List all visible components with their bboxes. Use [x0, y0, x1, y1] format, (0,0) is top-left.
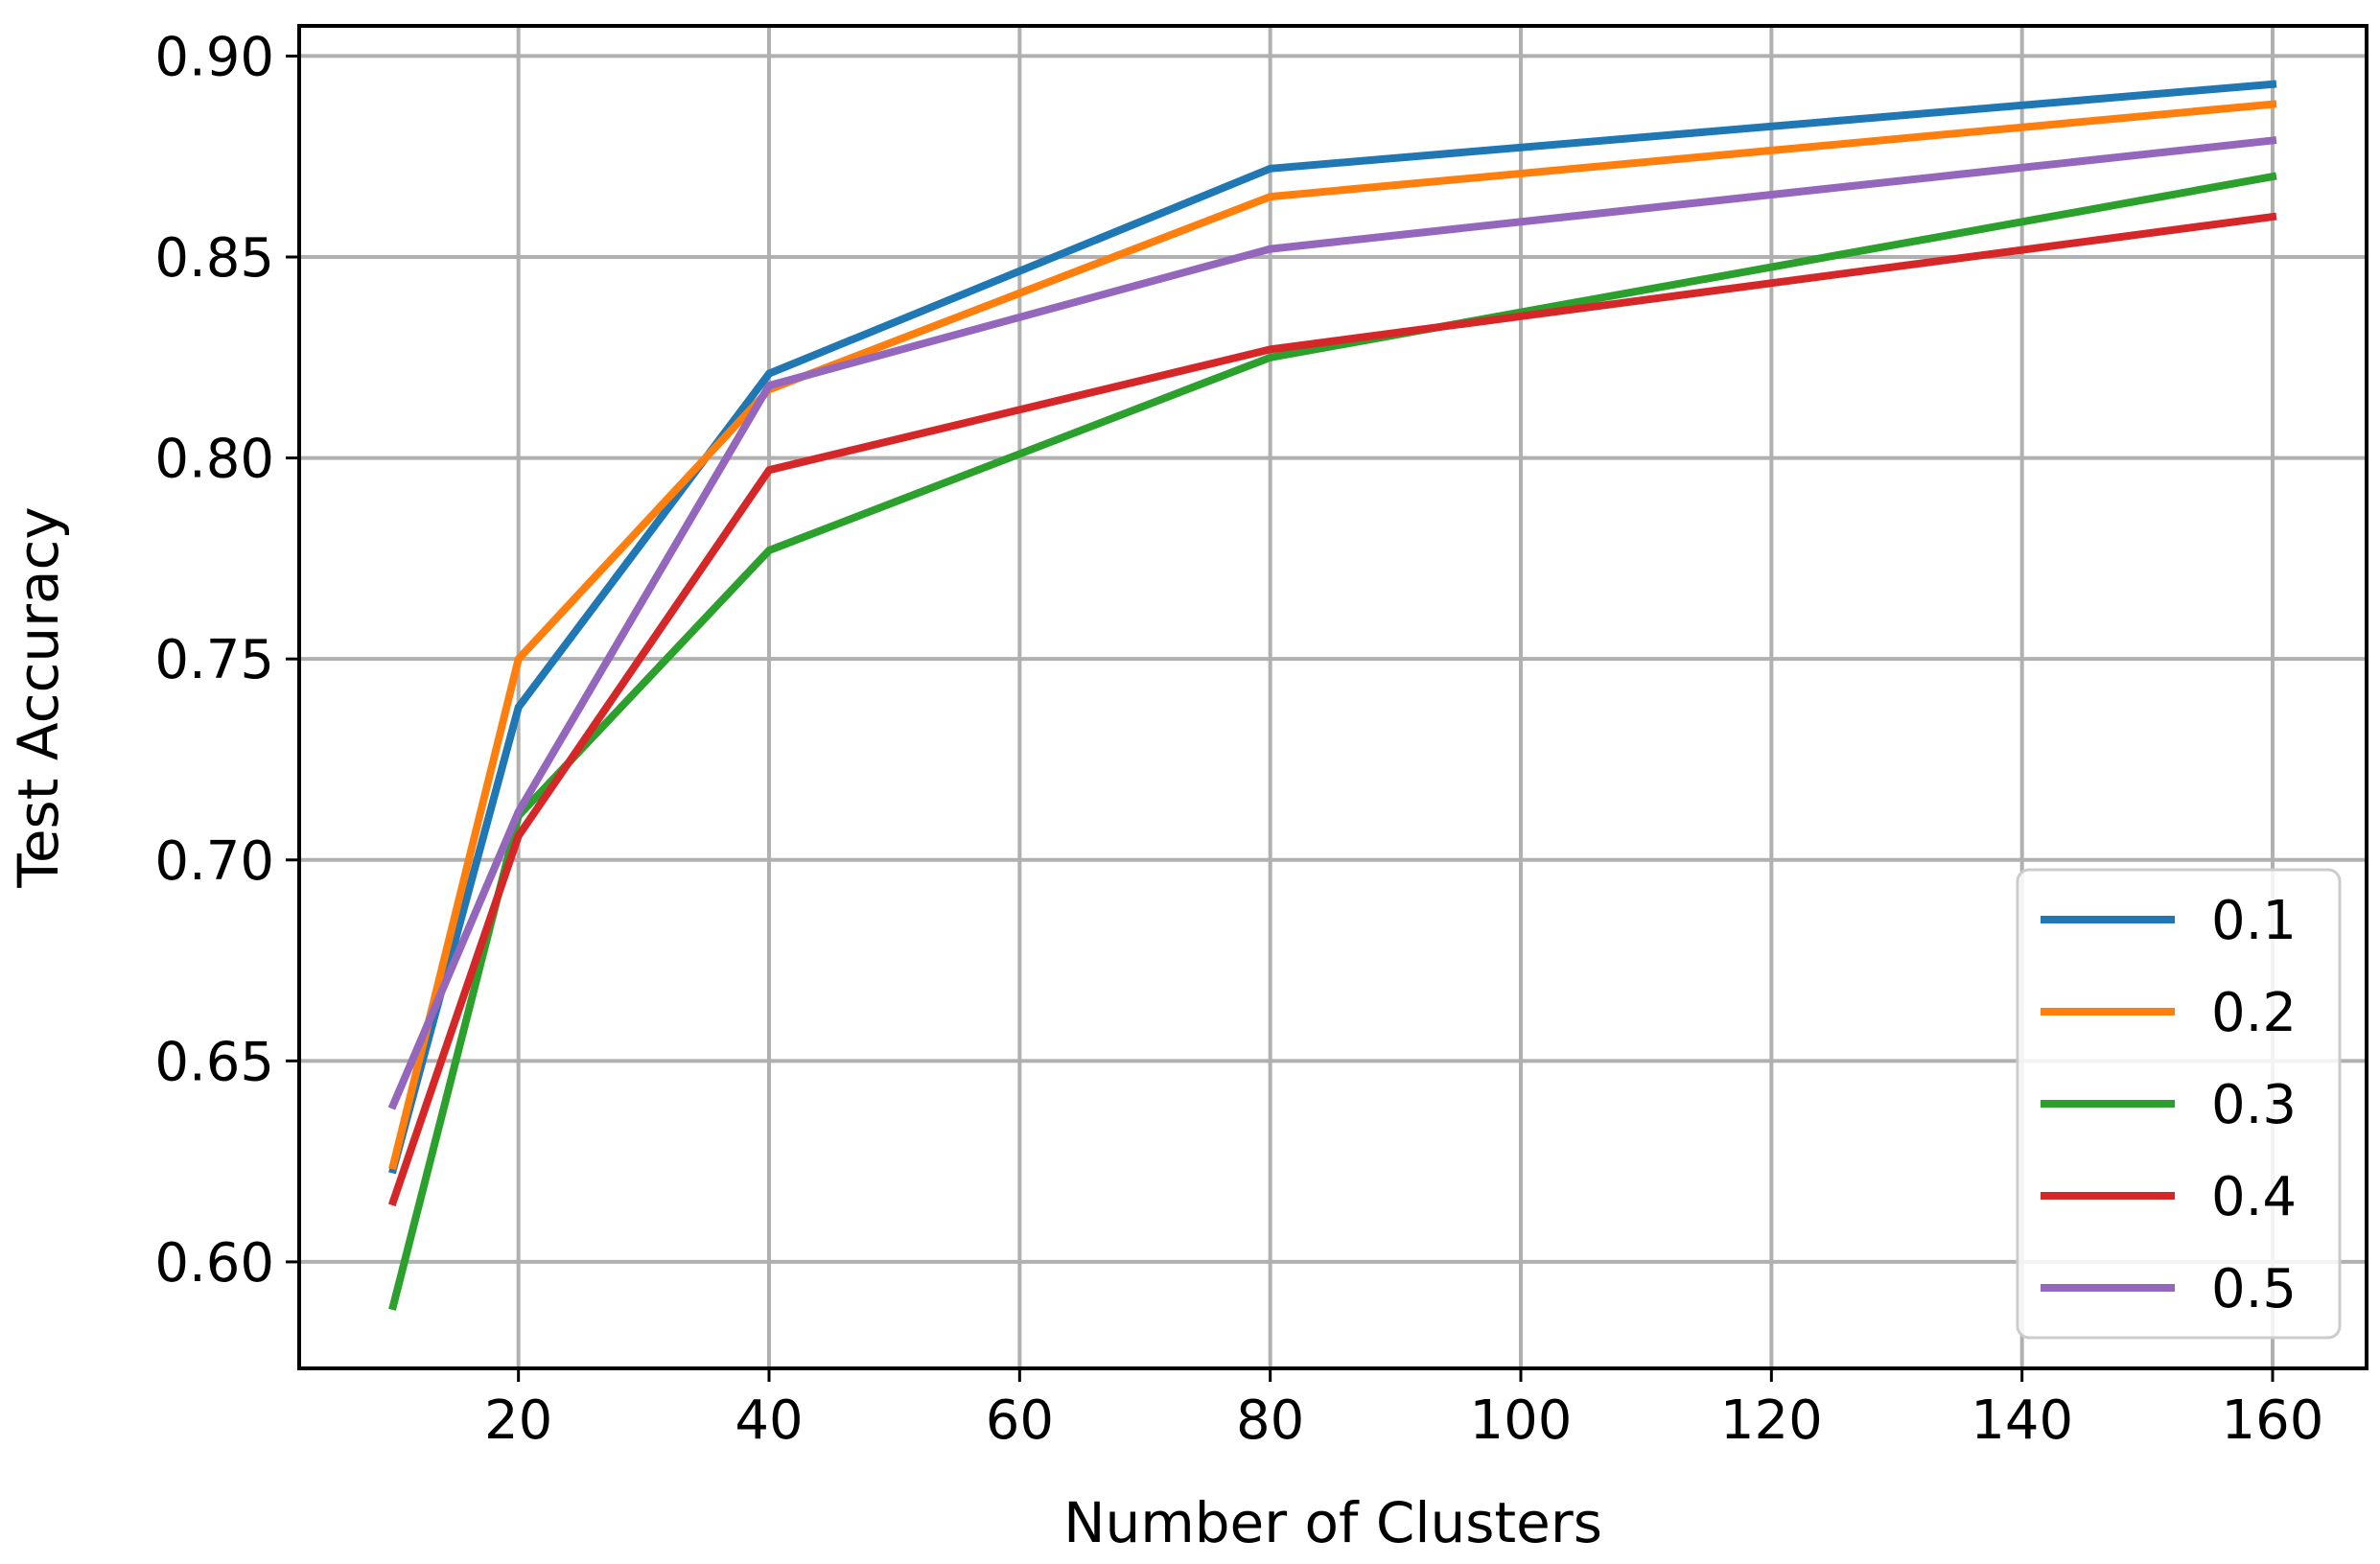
plot-frame: [297, 24, 2368, 1370]
series-line-5: [387, 136, 2277, 1110]
series-lines: [387, 80, 2277, 1311]
legend-label: 0.1: [2211, 890, 2297, 952]
x-tick-label: 80: [1236, 1389, 1304, 1452]
axis-ticks: 20 40 60 80 100 120 140 160 0.60 0.65 0.70 0.75 0.80…: [154, 26, 2323, 1452]
legend: 0.1 0.2 0.3 0.4 0.5: [2016, 868, 2342, 1340]
y-tick-label: 0.75: [154, 629, 274, 691]
series-line-4: [387, 212, 2277, 1207]
x-tick-label: 40: [735, 1389, 803, 1452]
y-axis-label: Test Accuracy: [6, 506, 71, 888]
y-tick-label: 0.70: [154, 830, 274, 893]
legend-label: 0.2: [2211, 982, 2297, 1044]
series-line-1: [388, 80, 2277, 1175]
y-tick-label: 0.80: [154, 429, 274, 491]
legend-label: 0.4: [2211, 1166, 2297, 1228]
legend-label: 0.5: [2211, 1258, 2297, 1320]
x-tick-label: 60: [986, 1389, 1054, 1452]
x-tick-label: 120: [1720, 1389, 1823, 1452]
legend-box: [2016, 868, 2342, 1340]
y-tick-label: 0.85: [154, 227, 274, 290]
legend-label: 0.3: [2211, 1074, 2297, 1136]
series-line-3: [388, 172, 2277, 1311]
y-tick-label: 0.60: [154, 1232, 274, 1295]
y-tick-label: 0.90: [154, 26, 274, 88]
x-tick-label: 20: [484, 1389, 552, 1452]
x-tick-label: 160: [2222, 1389, 2324, 1452]
x-axis-label: Number of Clusters: [1063, 1490, 1602, 1555]
x-tick-label: 100: [1470, 1389, 1573, 1452]
y-tick-label: 0.65: [154, 1031, 274, 1093]
x-tick-label: 140: [1971, 1389, 2073, 1452]
